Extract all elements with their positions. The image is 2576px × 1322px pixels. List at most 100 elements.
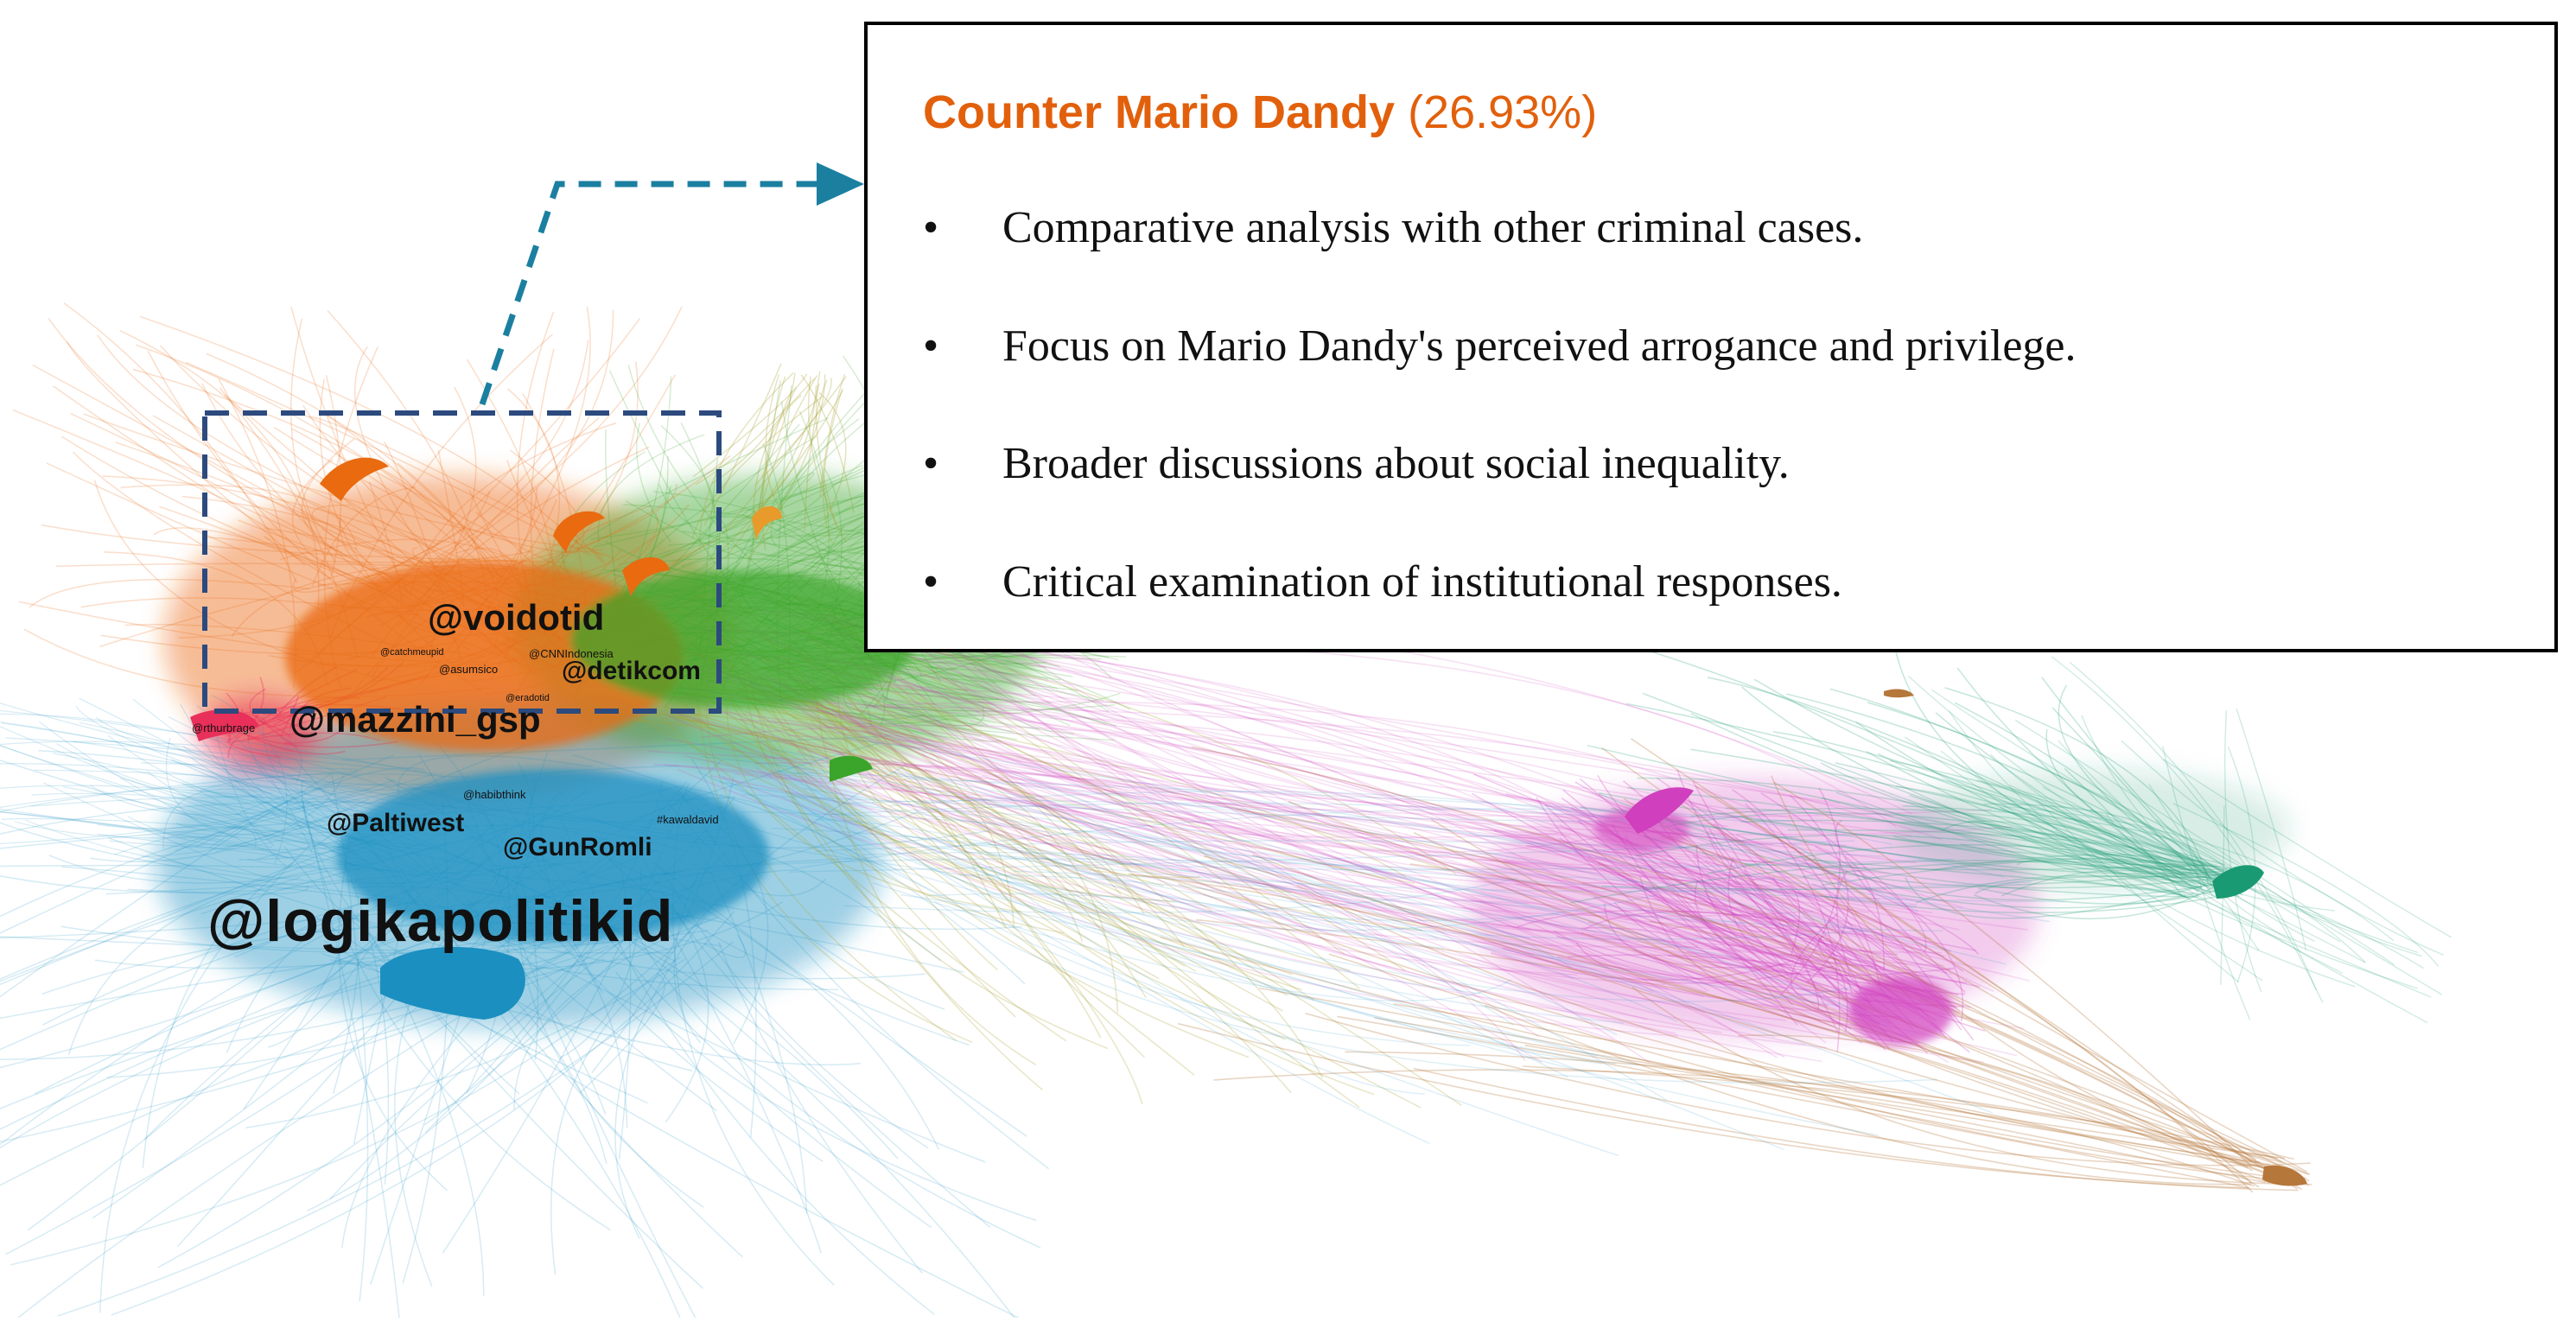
- edge-curve: [1976, 779, 2366, 963]
- edge-curve: [894, 771, 1618, 934]
- edge-curve: [815, 371, 837, 527]
- edge-curve: [1556, 956, 1889, 997]
- edge-curve: [821, 683, 1994, 993]
- edge-curve: [658, 484, 906, 572]
- edge-curve: [965, 641, 1703, 912]
- bullet-dot: •: [923, 203, 939, 252]
- edge-curve: [67, 862, 364, 1056]
- label-gunromli: @GunRomli: [503, 833, 652, 861]
- edge-curve: [978, 765, 2013, 836]
- edge-curve: [1524, 1045, 2271, 1166]
- edge-curve: [615, 971, 1037, 1222]
- edge-curve: [1847, 907, 1964, 972]
- edge-curve: [1707, 677, 2227, 898]
- edge-curve: [1526, 844, 1922, 952]
- edge-curve: [1522, 1065, 2294, 1160]
- magenta-hub-node: [1625, 787, 1694, 834]
- edge-curve: [159, 345, 472, 570]
- edge-curve: [207, 536, 347, 557]
- edge-curve: [1944, 687, 2210, 884]
- edge-curve: [1935, 712, 2186, 875]
- edge-curve: [0, 910, 608, 1149]
- edge-curve: [788, 840, 1854, 873]
- edge-curve: [1631, 986, 2312, 1185]
- edge-curve: [1983, 803, 2212, 885]
- edge-curve: [822, 699, 1657, 867]
- edge-curve: [929, 634, 1651, 1064]
- edge-curve: [1975, 875, 2236, 895]
- callout-title: Counter Mario Dandy (26.93%): [923, 86, 1597, 139]
- edge-curve: [292, 539, 461, 594]
- edge-curve: [630, 921, 1041, 1249]
- edge-curve: [1695, 844, 1880, 1025]
- edge-curve: [344, 863, 390, 1185]
- edge-curve: [279, 695, 300, 737]
- edge-curve: [0, 808, 347, 845]
- edge-curve: [1502, 947, 1901, 1019]
- edge-curve: [1732, 789, 1884, 979]
- edge-curve: [757, 376, 786, 519]
- edge-curve: [735, 772, 1867, 868]
- edge-curve: [680, 422, 718, 567]
- edge-curve: [1625, 836, 1852, 1030]
- edge-curve: [810, 720, 1422, 1109]
- edge-curve: [717, 941, 923, 1274]
- edge-curve: [0, 744, 355, 866]
- edge-curve: [771, 720, 1815, 925]
- edge-curve: [741, 650, 1654, 993]
- edge-curve: [1235, 808, 2287, 1183]
- edge-curve: [1617, 874, 1792, 988]
- edge-curve: [1643, 836, 2194, 909]
- edge-curve: [1745, 803, 1841, 1052]
- edge-curve: [1556, 935, 1888, 1033]
- edge-curve: [1704, 859, 1951, 952]
- edge-curve: [614, 915, 707, 1239]
- edge-curve: [226, 732, 302, 783]
- edge-curve: [724, 383, 820, 559]
- edge-curve: [1337, 1015, 2250, 1189]
- edge-curve: [841, 799, 1840, 926]
- edge-curve: [1695, 785, 2252, 1184]
- edge-curve: [1014, 870, 1742, 960]
- edge-curve: [2172, 803, 2439, 967]
- edge-curve: [1581, 931, 2280, 1180]
- edge-curve: [1692, 781, 1840, 972]
- edge-curve: [1570, 860, 2241, 904]
- edge-curve: [1738, 1034, 2260, 1188]
- edge-curve: [814, 818, 1569, 1078]
- edge-curve: [30, 796, 372, 807]
- magenta-core: [1849, 976, 1953, 1046]
- edge-curve: [127, 816, 282, 847]
- edge-curve: [228, 742, 282, 758]
- edge-curve: [836, 620, 1722, 1033]
- edge-curve: [332, 955, 359, 1095]
- edge-curve: [804, 379, 828, 531]
- edge-curve: [1536, 797, 1874, 1039]
- edge-curve: [2041, 677, 2230, 877]
- edge-curve: [43, 782, 271, 879]
- edge-curve: [635, 715, 1302, 991]
- edge-curve: [836, 672, 1176, 902]
- edge-curve: [0, 811, 272, 848]
- edge-curve: [1178, 1022, 2248, 1189]
- edge-curve: [57, 941, 735, 1317]
- edge-curve: [267, 757, 424, 791]
- edge-curve: [1393, 1003, 2278, 1160]
- edge-curve: [90, 798, 370, 862]
- edge-curve: [83, 413, 604, 551]
- edge-curve: [1036, 868, 1868, 940]
- edge-curve: [740, 842, 1445, 950]
- edge-curve: [1803, 861, 2223, 878]
- edge-curve: [1866, 751, 2219, 876]
- edge-curve: [951, 709, 1855, 900]
- callout-arrowhead: [817, 162, 864, 206]
- edge-curve: [1635, 834, 2223, 886]
- edge-curve: [1196, 918, 2310, 1186]
- edge-curve: [0, 713, 404, 793]
- edge-curve: [506, 460, 567, 588]
- edge-curve: [48, 318, 444, 581]
- edge-curve: [1903, 804, 2229, 872]
- edge-curve: [717, 773, 1619, 1157]
- edge-curve: [1587, 744, 2232, 869]
- edge-curve: [709, 390, 843, 562]
